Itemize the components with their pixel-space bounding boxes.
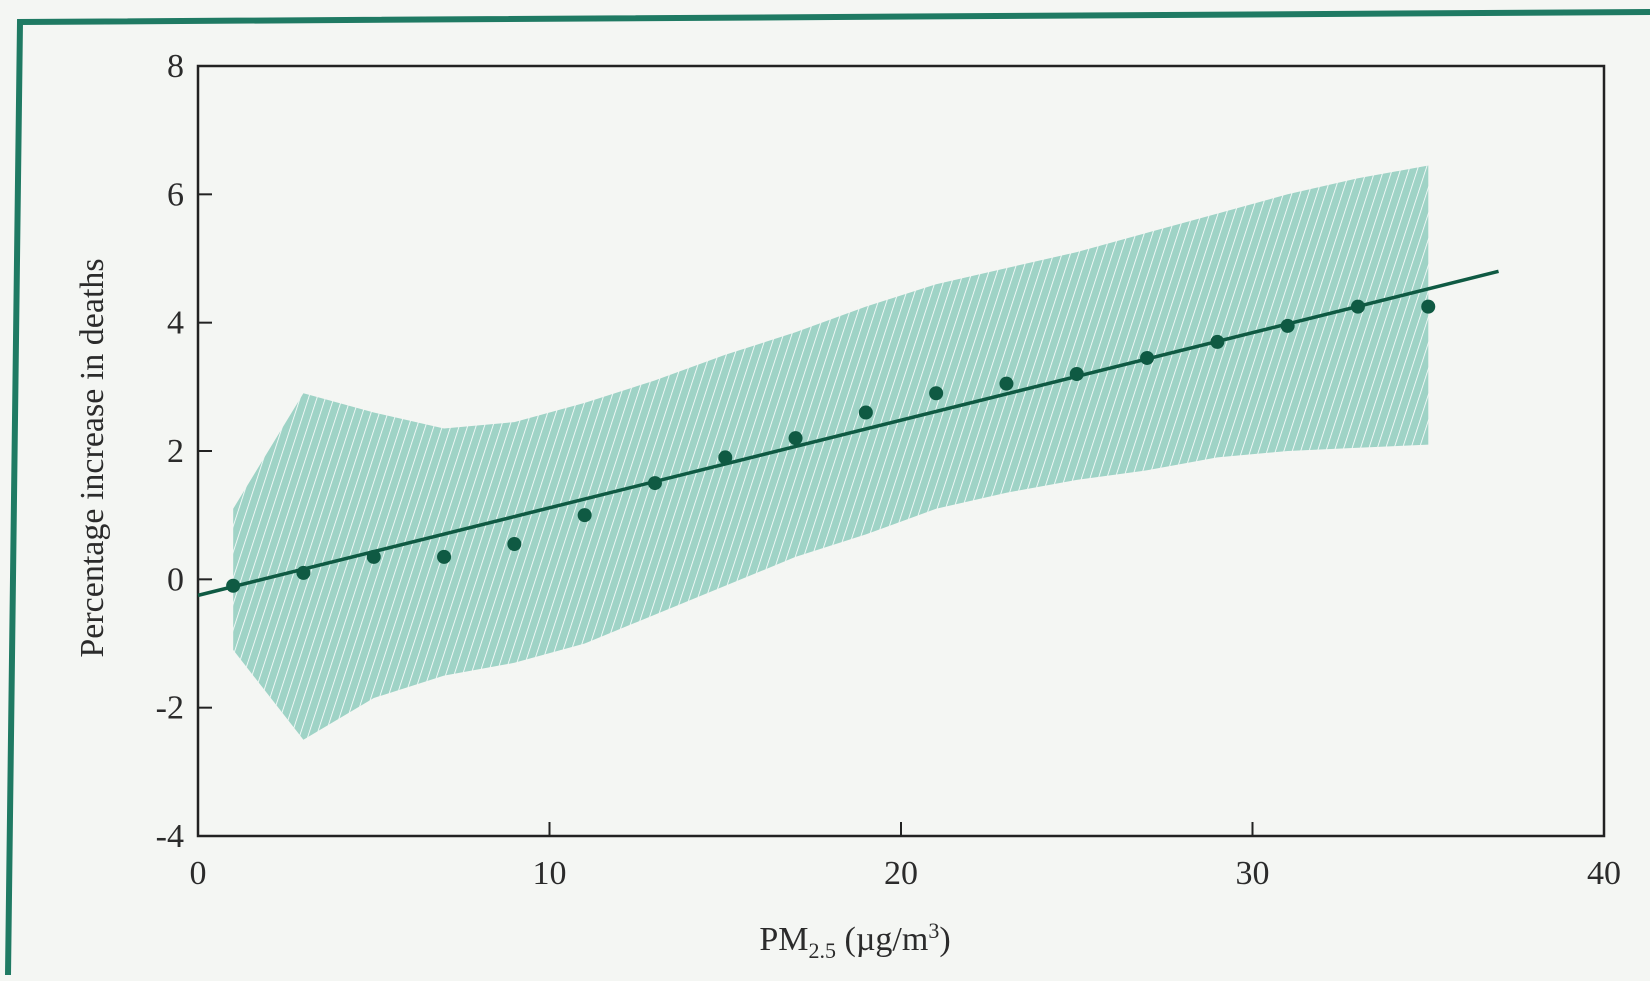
- x-axis-title-close: ): [939, 921, 950, 958]
- y-tick-label: -2: [156, 690, 184, 727]
- y-tick-label: 0: [167, 561, 184, 598]
- data-point: [366, 549, 381, 564]
- y-axis-title: Percentage increase in deaths: [74, 258, 111, 657]
- data-point: [929, 386, 944, 401]
- data-point: [999, 376, 1014, 391]
- data-point: [718, 450, 733, 465]
- data-point: [788, 431, 803, 446]
- tick-layer: 0 10 20 30 40 -4 -2 0 2 4 6 8: [156, 48, 1621, 892]
- y-tick-label: 8: [167, 48, 184, 85]
- x-tick-label: 0: [190, 855, 207, 892]
- data-point: [296, 565, 311, 580]
- y-tick-label: 2: [167, 433, 184, 470]
- x-axis-title-sup: 3: [928, 918, 939, 943]
- y-tick-label: -4: [156, 818, 184, 855]
- data-point: [437, 549, 452, 564]
- data-points-layer: [226, 299, 1436, 593]
- data-point: [858, 405, 873, 420]
- data-point: [1421, 299, 1436, 314]
- data-point: [577, 508, 592, 523]
- data-point: [647, 476, 662, 491]
- data-point: [1280, 318, 1295, 333]
- x-tick-label: 20: [884, 855, 918, 892]
- data-point: [1210, 334, 1225, 349]
- page-border: [5, 9, 1650, 976]
- y-tick-label: 6: [167, 176, 184, 213]
- confidence-band-layer: [233, 165, 1429, 740]
- x-tick-label: 40: [1587, 855, 1621, 892]
- data-point: [1069, 367, 1084, 381]
- x-axis-title: PM2.5 (µg/m3): [759, 918, 950, 963]
- data-point: [226, 578, 241, 593]
- confidence-band: [233, 165, 1429, 740]
- x-axis-title-units: (µg/m: [836, 921, 928, 958]
- data-point: [1140, 350, 1155, 365]
- x-tick-label: 30: [1236, 855, 1270, 892]
- data-point: [507, 537, 522, 552]
- x-tick-label: 10: [533, 855, 567, 892]
- y-tick-label: 4: [167, 305, 184, 342]
- data-point: [1350, 299, 1365, 314]
- x-axis-title-sub: 2.5: [809, 938, 837, 963]
- x-axis-title-main: PM: [759, 921, 808, 958]
